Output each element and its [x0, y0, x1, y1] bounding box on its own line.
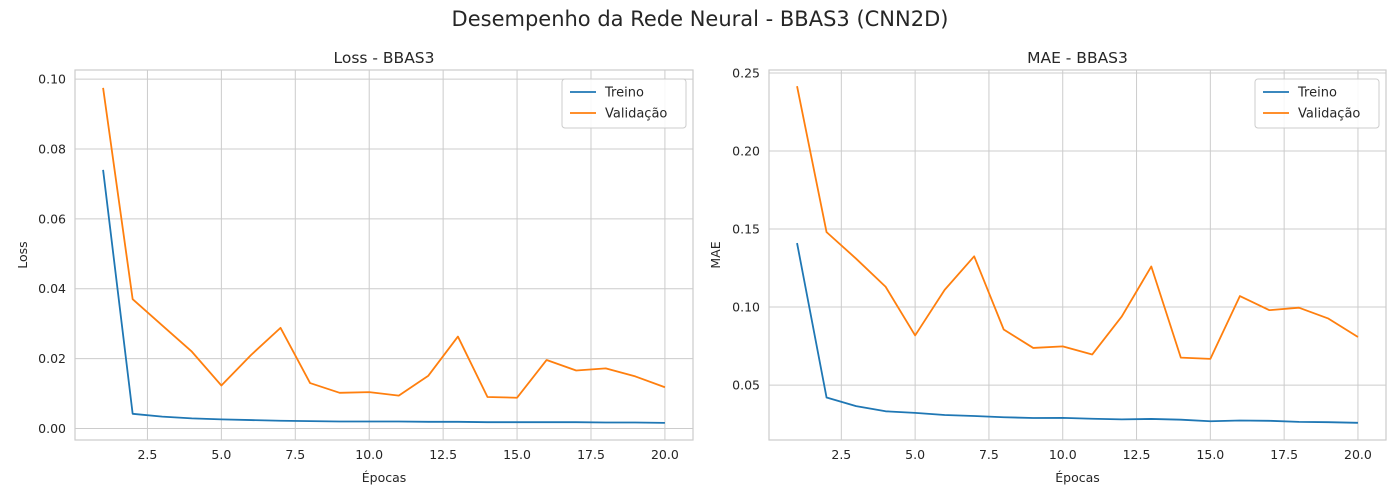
loss-chart-title: Loss - BBAS3 — [333, 49, 434, 67]
mae-y-axis-label: MAE — [708, 241, 723, 268]
mae-chart: 2.5 5.0 7.5 10.0 12.5 15.0 17.5 20.0 0.05 0.10 0.1… — [708, 49, 1387, 485]
mae-plot-frame — [768, 69, 1387, 441]
loss-plot-frame — [74, 69, 694, 441]
loss-legend-label-validacao: Validação — [605, 107, 667, 122]
loss-x-axis-label: Épocas — [362, 470, 407, 485]
mae-x-axis-label: Épocas — [1055, 470, 1100, 485]
loss-x-tick-label: 7.5 — [285, 447, 305, 462]
mae-x-tick-label: 15.0 — [1196, 447, 1224, 462]
mae-grid — [769, 70, 1386, 440]
mae-legend-label-validacao: Validação — [1298, 107, 1360, 122]
loss-y-tick-label: 0.06 — [38, 211, 66, 226]
mae-y-tick-label: 0.20 — [732, 143, 760, 158]
mae-y-tick-label: 0.15 — [732, 222, 760, 237]
mae-y-tick-label: 0.25 — [732, 65, 760, 80]
mae-x-tick-label: 5.0 — [905, 447, 925, 462]
loss-y-tick-label: 0.02 — [38, 351, 66, 366]
mae-x-tick-label: 2.5 — [831, 447, 851, 462]
loss-x-tick-label: 17.5 — [577, 447, 605, 462]
mae-series-line-treino — [796, 242, 1358, 424]
mae-x-tick-label: 10.0 — [1049, 447, 1077, 462]
loss-y-tick-label: 0.04 — [38, 281, 66, 296]
loss-y-axis-label: Loss — [15, 241, 30, 268]
mae-chart-title: MAE - BBAS3 — [1027, 49, 1128, 67]
loss-x-tick-label: 2.5 — [137, 447, 157, 462]
loss-x-tick-label: 10.0 — [355, 447, 383, 462]
loss-x-tick-label: 5.0 — [211, 447, 231, 462]
loss-x-tick-label: 20.0 — [651, 447, 679, 462]
loss-series-line-validacao — [102, 87, 666, 399]
mae-legend-label-treino: Treino — [1297, 86, 1337, 101]
mae-y-tick-label: 0.10 — [732, 300, 760, 315]
loss-y-tick-label: 0.10 — [38, 72, 66, 87]
mae-series-line-validacao — [796, 86, 1359, 360]
loss-chart: 2.5 5.0 7.5 10.0 12.5 15.0 17.5 20.0 0.00 0.02 0.0… — [15, 49, 694, 485]
mae-x-tick-label: 17.5 — [1270, 447, 1298, 462]
loss-y-tick-label: 0.08 — [38, 141, 66, 156]
loss-x-tick-label: 12.5 — [429, 447, 457, 462]
loss-x-tick-label: 15.0 — [503, 447, 531, 462]
mae-x-tick-label: 12.5 — [1123, 447, 1151, 462]
mae-x-tick-label: 20.0 — [1344, 447, 1372, 462]
mae-y-tick-label: 0.05 — [732, 378, 760, 393]
loss-legend: Treino Validação — [561, 78, 687, 129]
mae-legend: Treino Validação — [1254, 78, 1380, 129]
figure-suptitle: Desempenho da Rede Neural - BBAS3 (CNN2D… — [452, 7, 949, 31]
loss-y-tick-label: 0.00 — [38, 421, 66, 436]
mae-x-tick-label: 7.5 — [979, 447, 999, 462]
loss-legend-label-treino: Treino — [604, 86, 644, 101]
loss-series-line-treino — [102, 169, 665, 424]
